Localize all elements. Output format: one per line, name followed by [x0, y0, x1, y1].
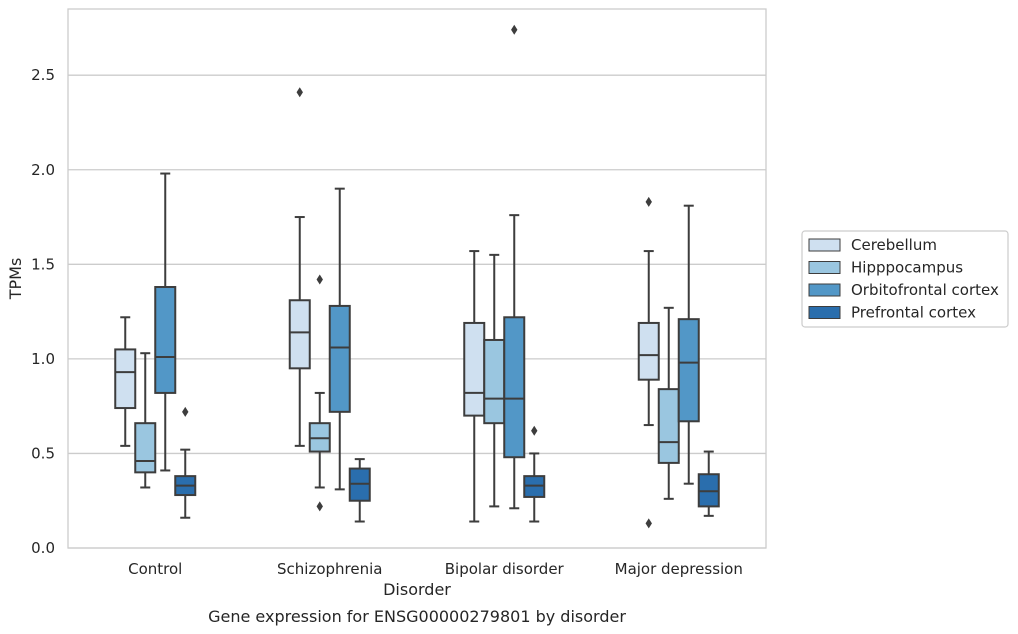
- box-group: [154, 172, 177, 472]
- legend-label: Prefrontal cortex: [851, 304, 976, 322]
- box-group: [463, 250, 486, 523]
- x-tick-labels: Control Schizophrenia Bipolar disorder Majo…: [128, 560, 743, 578]
- x-tick-label: Bipolar disorder: [445, 560, 565, 578]
- box-group: [134, 352, 157, 489]
- plot-area-frame: [67, 8, 767, 549]
- box-iqr: [288, 299, 311, 370]
- outlier-point: [511, 24, 518, 35]
- legend-swatch: [808, 261, 841, 274]
- box-iqr: [114, 348, 137, 410]
- y-axis-label: TPMs: [6, 258, 25, 301]
- x-tick-label: Schizophrenia: [277, 560, 382, 578]
- box-group: [328, 187, 351, 491]
- box-iqr: [328, 304, 351, 413]
- box-iqr: [154, 286, 177, 394]
- outlier-point: [645, 518, 652, 529]
- box-group: [697, 450, 720, 517]
- y-tick-label: 1.5: [31, 255, 55, 273]
- x-tick-label: Control: [128, 560, 182, 578]
- box-iqr: [657, 388, 680, 464]
- y-tick-label: 0.5: [31, 444, 55, 462]
- box-group: [657, 306, 680, 500]
- chart-caption: Gene expression for ENSG00000279801 by d…: [208, 607, 626, 626]
- legend: Cerebellum Hipppocampus Orbitofrontal cort…: [801, 230, 1009, 328]
- box-group: [308, 274, 331, 512]
- legend-swatch: [808, 238, 841, 252]
- box-iqr: [463, 321, 486, 417]
- outlier-point: [316, 274, 323, 285]
- box-group: [288, 87, 311, 447]
- outlier-point: [296, 87, 303, 98]
- legend-label: Cerebellum: [851, 236, 937, 254]
- x-axis-label: Disorder: [383, 580, 451, 599]
- legend-frame: [801, 230, 1009, 328]
- x-tick-label: Major depression: [615, 560, 743, 578]
- box-group: [677, 204, 700, 485]
- legend-swatch: [808, 283, 841, 297]
- box-group: [503, 24, 526, 510]
- legend-label: Orbitofrontal cortex: [851, 281, 999, 299]
- box-group: [348, 458, 371, 523]
- legend-swatch: [808, 306, 841, 319]
- box-group: [483, 253, 506, 508]
- box-iqr: [483, 338, 506, 425]
- box-iqr: [503, 316, 526, 459]
- y-tick-label: 2.0: [31, 161, 55, 179]
- box-group: [523, 425, 546, 523]
- legend-label: Hipppocampus: [851, 259, 963, 277]
- box-group: [637, 196, 660, 529]
- box-iqr: [134, 422, 157, 474]
- box-iqr: [677, 318, 700, 423]
- y-tick-label: 2.5: [31, 66, 55, 84]
- outlier-point: [531, 425, 538, 436]
- box-group: [174, 406, 197, 519]
- boxes: [114, 24, 720, 529]
- y-tick-label: 1.0: [31, 350, 55, 368]
- box-iqr: [637, 321, 660, 381]
- outlier-point: [645, 196, 652, 207]
- box-group: [114, 316, 137, 447]
- outlier-point: [316, 501, 323, 512]
- y-tick-labels: 0.0 0.5 1.0 1.5 2.0 2.5: [31, 66, 55, 557]
- y-tick-label: 0.0: [31, 539, 55, 557]
- outlier-point: [182, 406, 189, 417]
